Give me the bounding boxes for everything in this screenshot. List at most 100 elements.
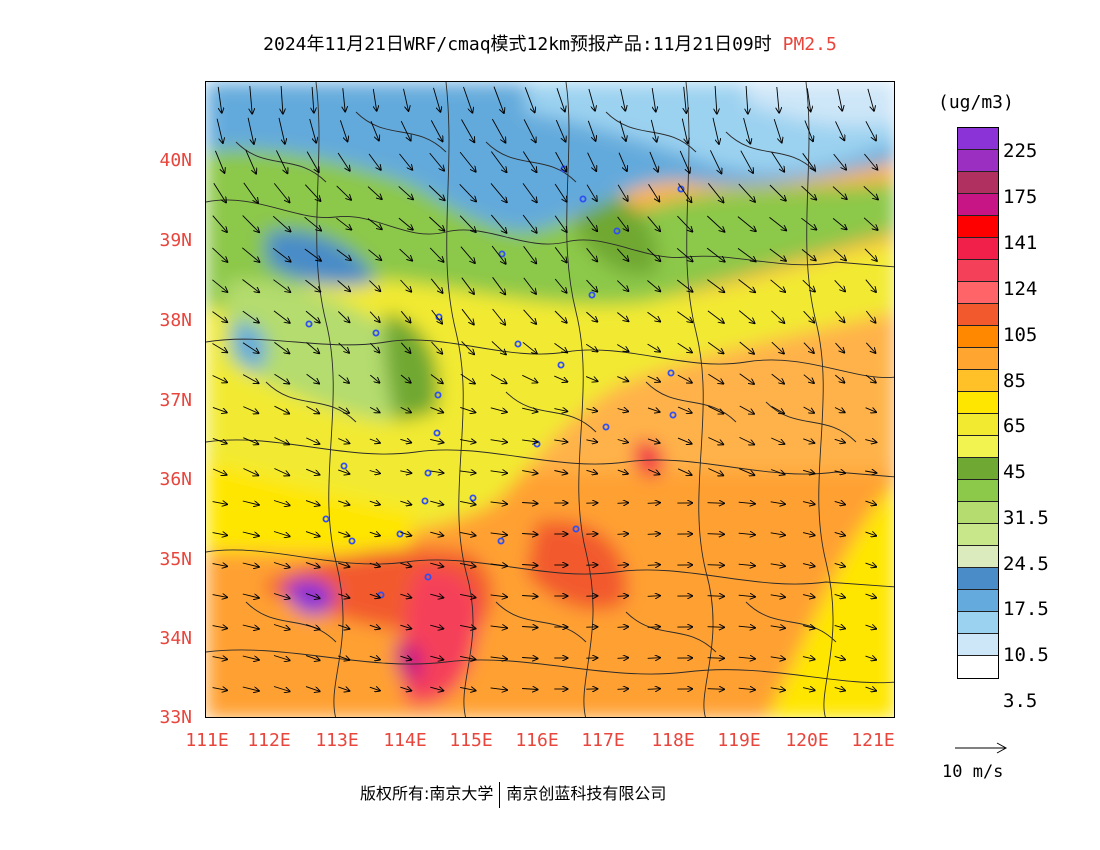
wind-arrow-icon bbox=[460, 406, 475, 412]
wind-arrow-icon bbox=[616, 280, 628, 292]
wind-arrow-icon bbox=[272, 247, 291, 262]
wind-arrow-icon bbox=[801, 217, 816, 230]
wind-arrow-icon bbox=[459, 471, 476, 473]
wind-arrow-icon bbox=[554, 440, 567, 442]
wind-arrow-icon bbox=[650, 119, 656, 142]
wind-arrow-icon bbox=[647, 627, 661, 628]
wind-arrow-icon bbox=[400, 656, 411, 660]
wind-arrow-icon bbox=[273, 686, 290, 692]
wind-arrow-icon bbox=[304, 248, 321, 261]
wind-arrow-icon bbox=[707, 658, 725, 659]
wind-arrow-icon bbox=[490, 440, 508, 443]
wind-arrow-icon bbox=[554, 375, 567, 382]
wind-arrow-icon bbox=[430, 406, 444, 412]
wind-arrow-icon bbox=[403, 88, 409, 111]
legend-swatch-2 bbox=[958, 172, 998, 194]
wind-arrow-icon bbox=[770, 502, 786, 504]
legend-swatch-20 bbox=[958, 568, 998, 590]
wind-arrow-icon bbox=[428, 185, 445, 201]
wind-arrow-icon bbox=[242, 310, 259, 323]
wind-arrow-icon bbox=[522, 689, 538, 690]
wind-arrow-icon bbox=[555, 119, 565, 142]
wind-arrow-icon bbox=[617, 627, 629, 628]
wind-arrow-icon bbox=[585, 343, 598, 351]
color-legend bbox=[957, 127, 999, 679]
wind-arrow-icon bbox=[460, 246, 475, 264]
legend-swatch-24 bbox=[958, 656, 998, 678]
wind-arrow-icon bbox=[738, 626, 756, 628]
wind-arrow-icon bbox=[460, 501, 476, 504]
wind-arrow-icon bbox=[865, 279, 876, 293]
wind-arrow-icon bbox=[617, 312, 628, 322]
wind-arrow-icon bbox=[212, 626, 228, 629]
y-tick-37n: 37N bbox=[159, 390, 192, 411]
field-hotspot-east bbox=[634, 441, 664, 477]
wind-arrow-icon bbox=[274, 373, 290, 384]
wind-arrow-icon bbox=[491, 341, 506, 354]
wind-arrow-icon bbox=[400, 501, 411, 505]
wind-arrow-icon bbox=[834, 439, 846, 442]
wind-arrow-icon bbox=[250, 85, 252, 114]
wind-arrow-icon bbox=[554, 278, 567, 293]
wind-arrow-icon bbox=[493, 86, 504, 114]
wind-arrow-icon bbox=[281, 85, 283, 114]
wind-arrow-icon bbox=[739, 405, 755, 414]
field-hotspot-south bbox=[526, 520, 628, 611]
legend-label-105: 105 bbox=[1003, 324, 1038, 346]
wind-arrow-icon bbox=[242, 624, 259, 629]
x-tick-116e: 116E bbox=[515, 730, 559, 751]
wind-arrow-icon bbox=[834, 625, 846, 628]
wind-arrow-icon bbox=[738, 688, 756, 690]
wind-arrow-icon bbox=[370, 342, 379, 353]
wind-arrow-icon bbox=[305, 531, 320, 537]
wind-arrow-icon bbox=[306, 468, 320, 475]
x-tick-119e: 119E bbox=[717, 730, 761, 751]
wind-arrow-icon bbox=[804, 120, 813, 142]
boundary-detail-north bbox=[235, 111, 817, 183]
wind-arrow-icon bbox=[273, 500, 290, 506]
wind-arrow-icon bbox=[212, 311, 228, 323]
wind-arrow-icon bbox=[398, 186, 414, 199]
wind-arrow-icon bbox=[212, 406, 227, 412]
wind-arrow-icon bbox=[865, 532, 877, 536]
wind-arrow-icon bbox=[706, 215, 724, 232]
wind-arrow-icon bbox=[242, 342, 259, 353]
wind-arrow-icon bbox=[679, 150, 690, 173]
legend-label-3-5: 3.5 bbox=[1003, 690, 1038, 712]
wind-arrow-icon bbox=[400, 687, 411, 691]
wind-arrow-icon bbox=[305, 279, 320, 292]
wind-arrow-icon bbox=[400, 310, 411, 323]
wind-arrow-icon bbox=[709, 150, 721, 173]
legend-swatch-4 bbox=[958, 216, 998, 238]
wind-arrow-icon bbox=[459, 183, 477, 201]
wind-arrow-icon bbox=[740, 150, 753, 174]
wind-arrow-icon bbox=[677, 406, 692, 413]
wind-arrow-icon bbox=[490, 471, 508, 473]
wind-arrow-icon bbox=[216, 118, 223, 144]
wind-arrow-icon bbox=[430, 439, 444, 442]
wind-arrow-icon bbox=[274, 468, 289, 476]
wind-arrow-icon bbox=[586, 470, 598, 473]
wind-arrow-icon bbox=[400, 471, 411, 473]
pm25-map-panel bbox=[205, 81, 895, 718]
wind-arrow-icon bbox=[242, 655, 259, 660]
wind-arrow-icon bbox=[619, 120, 626, 141]
wind-arrow-icon bbox=[429, 152, 445, 171]
wind-arrow-icon bbox=[647, 343, 661, 352]
y-tick-39n: 39N bbox=[159, 230, 192, 251]
wind-arrow-icon bbox=[400, 625, 411, 629]
wind-arrow-icon bbox=[616, 248, 628, 261]
boundary-detail-south bbox=[245, 601, 837, 653]
wind-arrow-icon bbox=[242, 686, 259, 691]
wind-arrow-icon bbox=[802, 153, 816, 170]
wind-arrow-icon bbox=[523, 309, 537, 324]
wind-arrow-icon bbox=[522, 627, 538, 628]
wind-arrow-icon bbox=[522, 440, 538, 442]
wind-arrow-icon bbox=[770, 469, 785, 475]
wind-arrow-icon bbox=[835, 342, 845, 353]
wind-arrow-icon bbox=[338, 374, 350, 383]
wind-arrow-icon bbox=[430, 594, 443, 598]
field-green-patch bbox=[384, 312, 439, 422]
wind-arrow-icon bbox=[247, 117, 254, 144]
wind-arrow-icon bbox=[400, 594, 411, 598]
